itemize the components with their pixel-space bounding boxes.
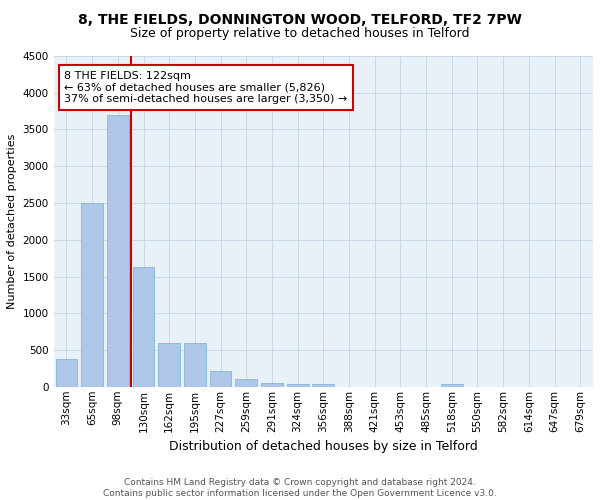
Text: 8, THE FIELDS, DONNINGTON WOOD, TELFORD, TF2 7PW: 8, THE FIELDS, DONNINGTON WOOD, TELFORD,… — [78, 12, 522, 26]
Bar — [133, 268, 154, 387]
X-axis label: Distribution of detached houses by size in Telford: Distribution of detached houses by size … — [169, 440, 478, 453]
Bar — [441, 384, 463, 387]
Text: Size of property relative to detached houses in Telford: Size of property relative to detached ho… — [130, 28, 470, 40]
Bar — [158, 344, 180, 387]
Bar — [287, 384, 308, 387]
Bar — [56, 359, 77, 387]
Text: 8 THE FIELDS: 122sqm
← 63% of detached houses are smaller (5,826)
37% of semi-de: 8 THE FIELDS: 122sqm ← 63% of detached h… — [64, 71, 347, 104]
Bar — [81, 203, 103, 387]
Bar — [184, 344, 206, 387]
Bar — [313, 384, 334, 387]
Y-axis label: Number of detached properties: Number of detached properties — [7, 134, 17, 309]
Bar — [235, 379, 257, 387]
Bar — [209, 371, 232, 387]
Bar — [107, 115, 129, 387]
Bar — [261, 383, 283, 387]
Text: Contains HM Land Registry data © Crown copyright and database right 2024.
Contai: Contains HM Land Registry data © Crown c… — [103, 478, 497, 498]
